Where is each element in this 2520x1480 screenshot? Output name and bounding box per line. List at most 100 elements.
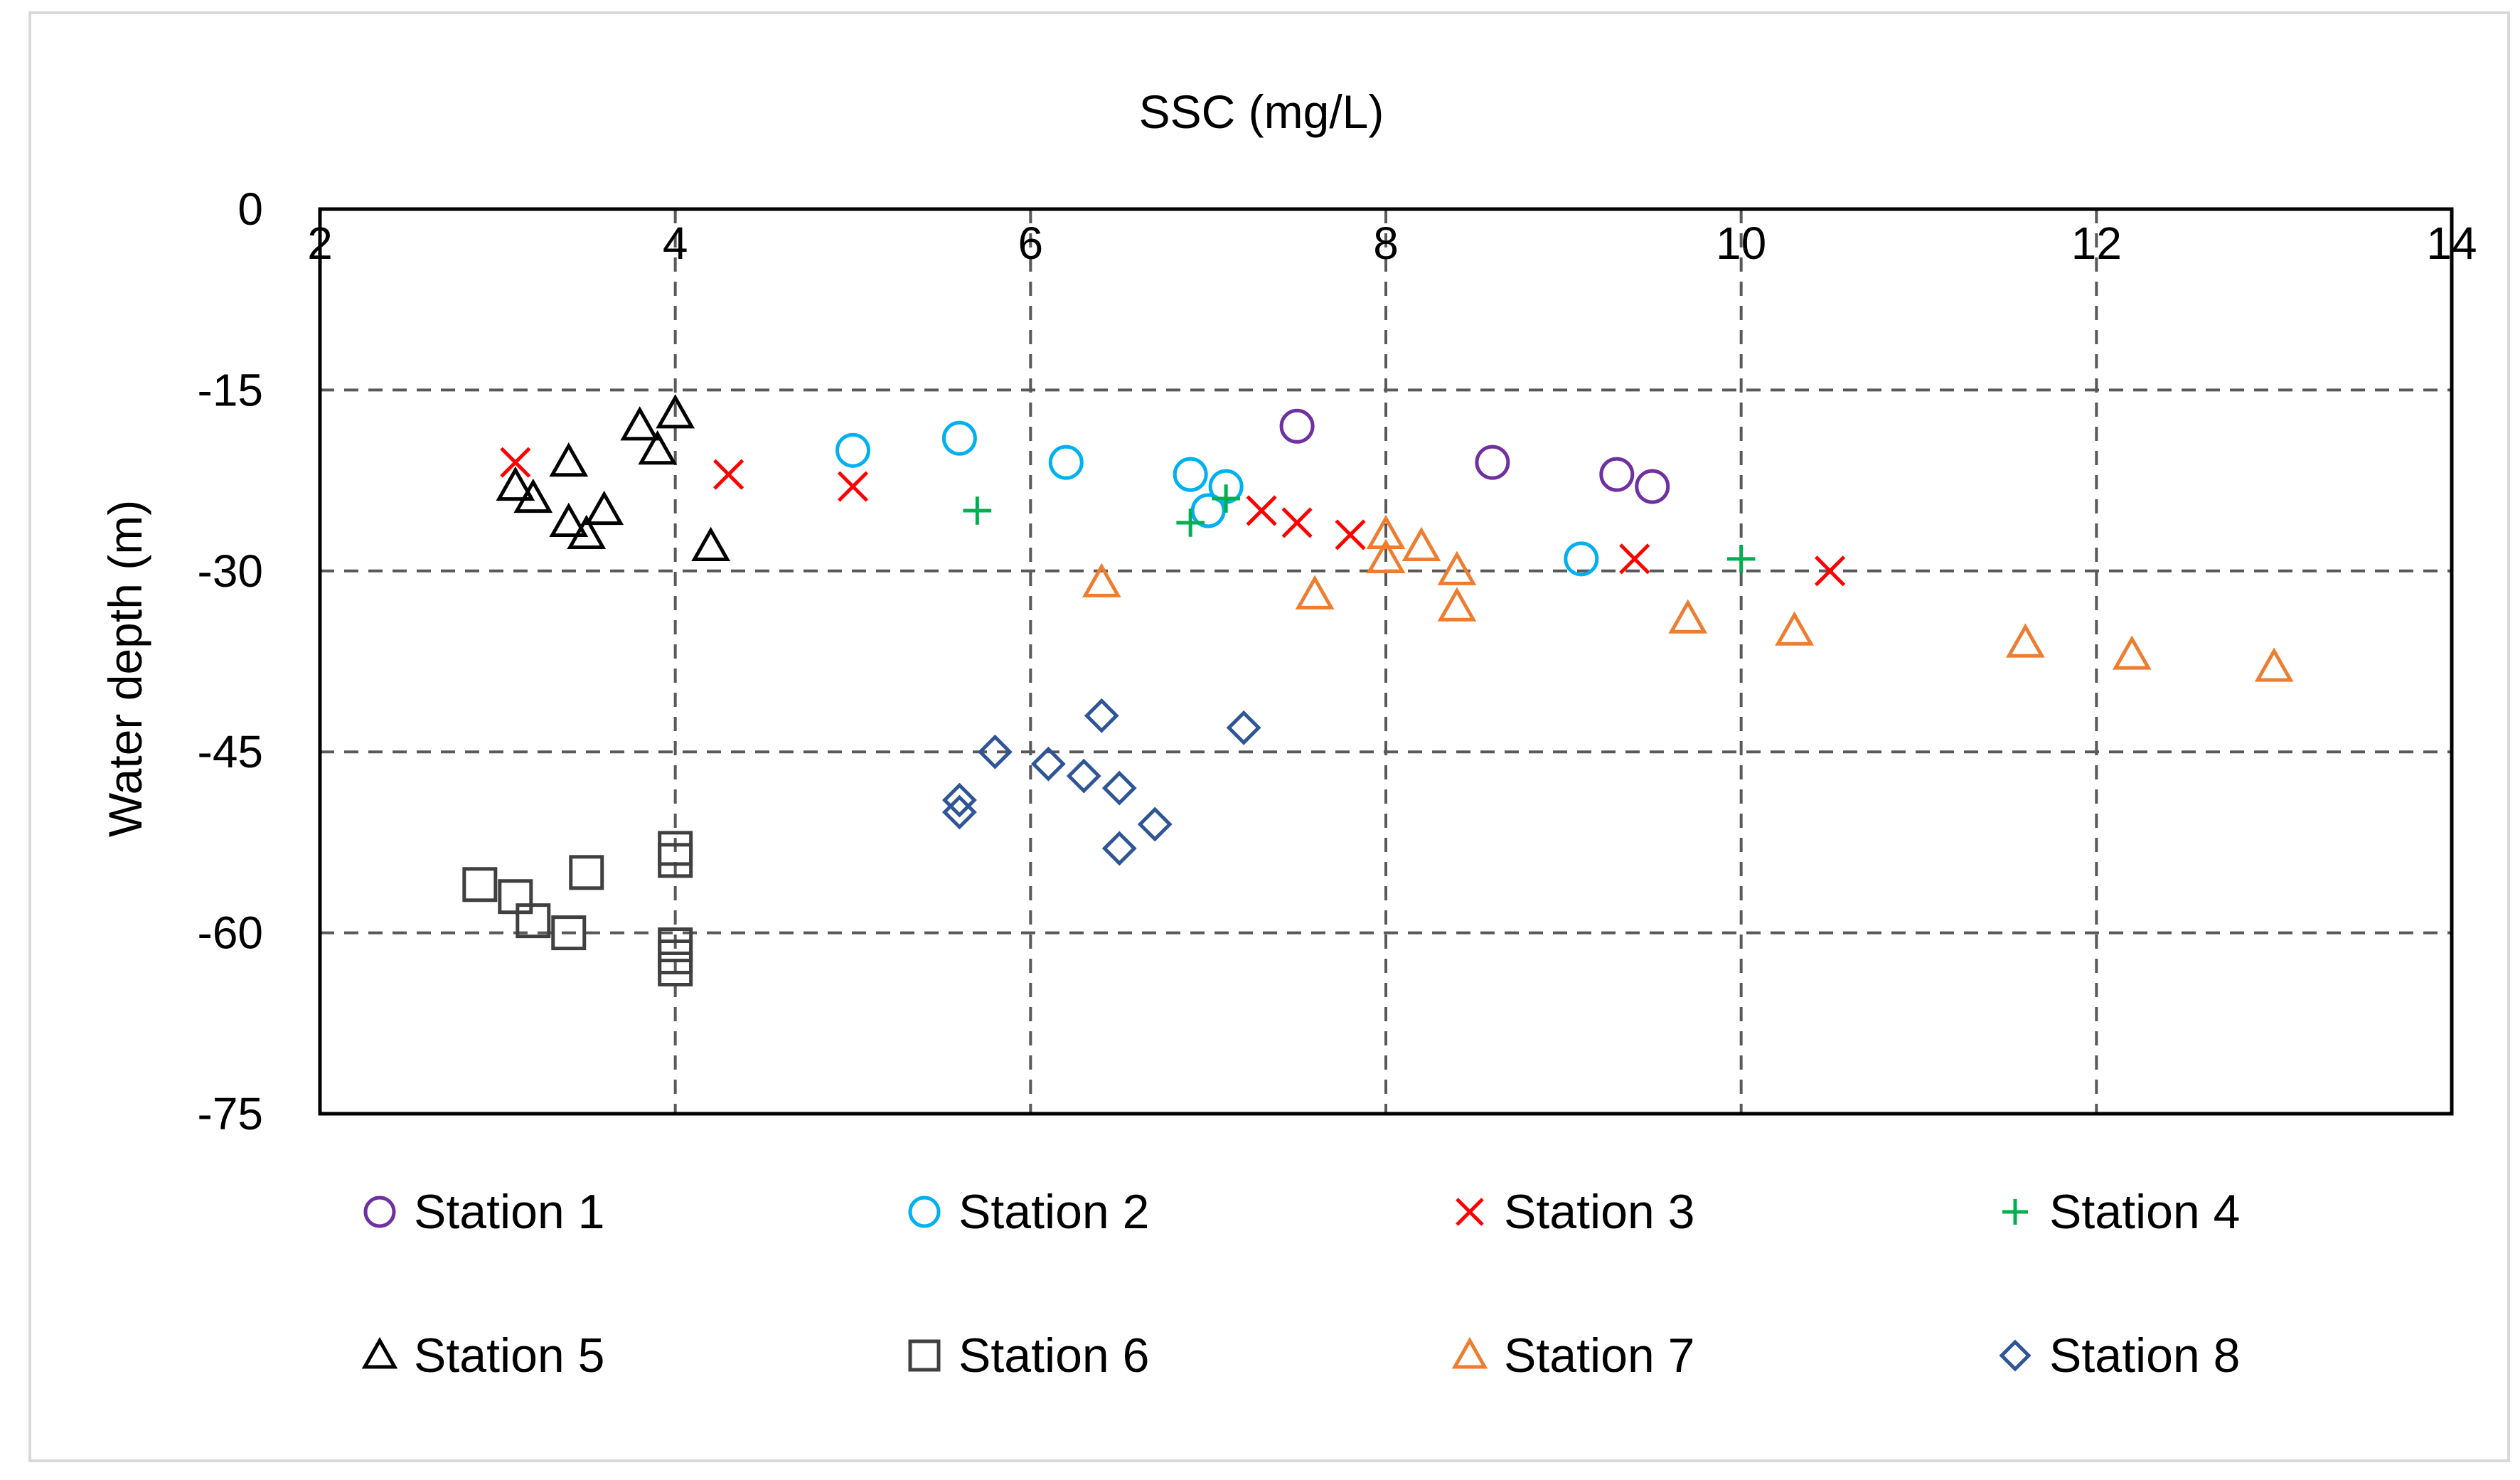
legend-label-station-7: Station 7 [1504, 1329, 1694, 1383]
legend-marker-station-2 [908, 1196, 941, 1228]
station-4-point [1212, 484, 1240, 513]
station-7-point [1366, 514, 1406, 550]
x-tick-label: 4 [663, 218, 688, 269]
y-tick-label: 0 [237, 183, 263, 235]
x-tick-label: 8 [1373, 218, 1399, 269]
x-tick-label: 12 [2071, 218, 2122, 269]
station-7-point [1437, 550, 1477, 585]
station-5-point [567, 514, 607, 550]
scatter-chart: SSC (mg/L) Water depth (m) 2 4 6 8 10 12 14 0 -… [99, 85, 2477, 1383]
station-1-point [1599, 457, 1635, 492]
station-8-point [1137, 806, 1173, 842]
station-8-point [1101, 831, 1137, 866]
station-5-point [691, 526, 731, 561]
station-5-point [513, 478, 553, 513]
station-2-point [1173, 457, 1208, 492]
station-8-point [1030, 746, 1066, 782]
station-5-point [620, 406, 660, 441]
y-tick-label: -30 [198, 545, 264, 597]
station-7-point [2254, 647, 2294, 682]
y-tick-label: -75 [198, 1088, 264, 1139]
legend-label-station-2: Station 2 [959, 1185, 1149, 1239]
y-tick-labels: 0 -15 -30 -45 -60 -75 [198, 183, 264, 1139]
legend-label-station-5: Station 5 [414, 1329, 604, 1383]
station-7-point [1668, 599, 1708, 634]
station-6-point [658, 951, 693, 986]
station-6-point [462, 867, 498, 903]
station-6-point [516, 903, 551, 939]
legend-marker-station-3 [1456, 1198, 1484, 1226]
legend-marker-station-7 [1451, 1336, 1488, 1369]
y-tick-label: -15 [198, 364, 264, 415]
station-1-point [1635, 469, 1670, 504]
y-tick-label: -60 [198, 907, 264, 959]
station-2-point [1190, 493, 1226, 528]
station-6-point [658, 843, 693, 878]
station-6-point [569, 855, 604, 890]
legend-label-station-4: Station 4 [2049, 1185, 2240, 1239]
legend-label-station-3: Station 3 [1504, 1185, 1694, 1239]
station-7-point [2112, 635, 2152, 670]
legend: Station 1 Station 2 Station 3 Station 4 Stat… [361, 1185, 2240, 1383]
station-8-point [977, 734, 1013, 770]
x-tick-label: 2 [307, 218, 333, 269]
station-5-point [638, 430, 678, 465]
station-2-point [1564, 541, 1599, 577]
legend-marker-station-1 [363, 1196, 396, 1228]
station-2-point [1048, 444, 1084, 480]
legend-label-station-8: Station 8 [2049, 1329, 2240, 1383]
station-7-point [1366, 538, 1406, 573]
chart-frame: SSC (mg/L) Water depth (m) 2 4 6 8 10 12 14 0 -… [28, 11, 2510, 1462]
station-5-point [656, 394, 695, 429]
station-4-point [1726, 545, 1756, 573]
x-tick-label: 10 [1716, 218, 1766, 269]
station-3-point [837, 471, 869, 502]
station-8-point [941, 794, 977, 830]
y-tick-label: -45 [198, 726, 264, 777]
x-tick-label: 6 [1018, 218, 1044, 269]
x-tick-label: 14 [2426, 218, 2477, 269]
station-4-point [1176, 509, 1205, 537]
legend-marker-station-8 [1999, 1339, 2032, 1372]
station-8-point [941, 782, 977, 818]
x-axis-title: SSC (mg/L) [1139, 85, 1384, 138]
legend-marker-station-5 [361, 1336, 398, 1369]
station-5-point [584, 490, 624, 526]
data-points [462, 394, 2294, 986]
station-1-point [1279, 408, 1315, 444]
station-3-point [713, 459, 744, 490]
station-7-point [2006, 623, 2045, 658]
station-3-point [1281, 507, 1313, 538]
station-1-point [1475, 444, 1510, 480]
gridlines [320, 209, 2452, 1114]
legend-label-station-1: Station 1 [414, 1185, 604, 1239]
station-4-point [963, 496, 992, 525]
station-3-point [1246, 495, 1277, 526]
station-2-point [835, 432, 870, 468]
station-3-point [500, 447, 531, 478]
station-8-point [1066, 758, 1101, 794]
station-8-point [1226, 710, 1261, 745]
station-3-point [1335, 519, 1366, 550]
plot-area [318, 207, 2454, 1116]
station-2-point [941, 420, 977, 456]
station-7-point [1775, 611, 1815, 646]
legend-marker-station-6 [908, 1339, 941, 1372]
station-6-point [498, 879, 533, 915]
station-5-point [549, 502, 589, 538]
station-5-point [496, 466, 535, 501]
station-8-point [1101, 770, 1137, 806]
station-6-point [551, 915, 587, 951]
station-7-point [1437, 587, 1477, 622]
y-axis-title: Water depth (m) [99, 500, 151, 837]
station-8-point [1084, 698, 1119, 733]
station-3-point [1815, 555, 1846, 587]
legend-marker-station-4 [2002, 1199, 2028, 1225]
station-7-point [1295, 575, 1335, 609]
station-5-point [549, 442, 589, 477]
x-tick-labels: 2 4 6 8 10 12 14 [307, 218, 2477, 269]
station-7-point [1402, 526, 1441, 561]
station-7-point [1082, 563, 1121, 597]
legend-label-station-6: Station 6 [959, 1329, 1149, 1383]
station-3-point [1619, 543, 1650, 575]
